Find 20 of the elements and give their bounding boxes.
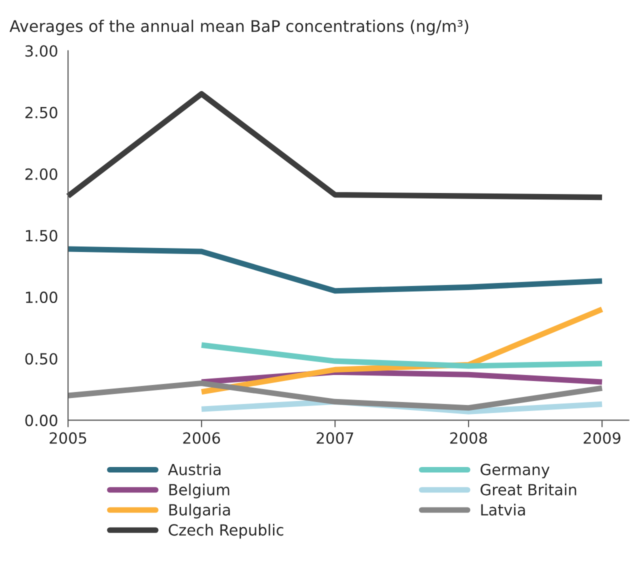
x-tick-label: 2008	[450, 432, 487, 444]
x-tick-label: 2007	[316, 432, 354, 444]
legend-label: Austria	[168, 463, 220, 476]
y-tick-label: 0.50	[25, 353, 58, 365]
chart-title: Averages of the annual mean BaP concentrations (ng/m³)	[10, 20, 468, 36]
x-tick-label: 2009	[584, 432, 620, 444]
y-tick-label: 1.00	[26, 292, 58, 304]
x-tick-label: 2005	[50, 432, 86, 444]
y-tick-label: 3.00	[25, 45, 58, 57]
legend-label: Czech Republic	[168, 524, 284, 539]
legend-label: Belgium	[169, 484, 230, 498]
legend-label: Latvia	[481, 504, 525, 516]
legend-label: Bulgaria	[169, 504, 230, 519]
y-tick-label: 1.50	[26, 230, 58, 242]
x-tick-label: 2006	[183, 432, 220, 444]
y-tick-label: 0.00	[25, 414, 58, 426]
y-tick-label: 2.50	[25, 106, 58, 118]
legend-label: Great Britain	[480, 484, 576, 496]
legend-label: Germany	[480, 464, 550, 478]
y-tick-label: 2.00	[25, 168, 58, 180]
